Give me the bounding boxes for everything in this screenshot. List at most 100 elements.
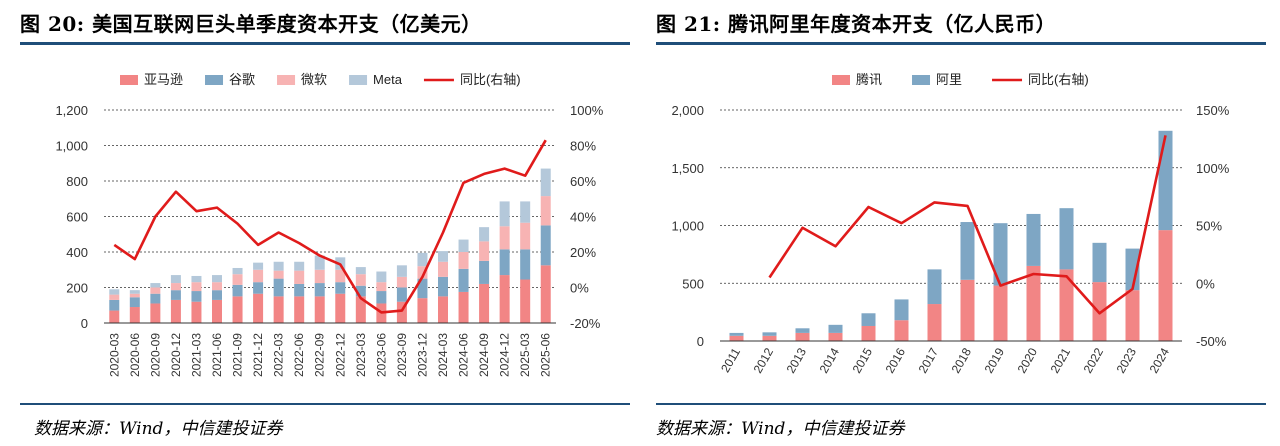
bar-microsoft: [438, 261, 448, 277]
y2-tick-label: 40%: [570, 210, 596, 225]
y2-tick-label: 50%: [1196, 219, 1222, 234]
bar-microsoft: [417, 266, 428, 279]
bar-google: [335, 282, 346, 294]
bar-google: [253, 282, 264, 294]
bar-microsoft: [540, 196, 551, 226]
bar-microsoft: [479, 241, 490, 261]
bar-microsoft: [150, 287, 161, 294]
bar-microsoft: [170, 283, 181, 291]
bar-alibaba: [861, 313, 876, 326]
figure-20-title: 图 20: 美国互联网巨头单季度资本开支（亿美元）: [20, 12, 482, 36]
bar-google: [376, 291, 387, 304]
bar-google: [150, 293, 161, 304]
bar-microsoft: [294, 270, 305, 284]
y2-tick-label: 20%: [570, 245, 596, 260]
bar-microsoft: [273, 270, 284, 279]
title-rule: [20, 42, 630, 45]
bar-amazon: [499, 275, 510, 323]
y2-tick-label: -20%: [570, 316, 601, 331]
bar-google: [438, 276, 448, 297]
bar-tencent: [729, 335, 744, 341]
bar-tencent: [861, 325, 876, 341]
x-tick-label: 2021: [1048, 345, 1074, 375]
bar-amazon: [253, 293, 264, 323]
bar-meta: [438, 251, 448, 262]
x-tick-label: 2021-03: [189, 333, 203, 377]
x-tick-label: 2013: [784, 345, 810, 375]
legend-label: 谷歌: [229, 72, 255, 87]
x-tick-label: 2021-06: [210, 333, 224, 377]
bar-alibaba: [795, 328, 810, 333]
bar-amazon: [294, 296, 305, 323]
x-tick-label: 2021-12: [251, 333, 265, 377]
bar-google: [396, 287, 407, 302]
bar-microsoft: [520, 222, 531, 250]
bar-alibaba: [1158, 130, 1173, 231]
x-tick-label: 2018: [949, 345, 975, 375]
legend-label: 腾讯: [856, 72, 882, 87]
bar-amazon: [335, 293, 346, 323]
y2-tick-label: 80%: [570, 139, 596, 154]
legend-swatch-alibaba: [912, 75, 931, 85]
x-tick-label: 2023-03: [354, 333, 368, 377]
bar-microsoft: [109, 294, 120, 300]
y2-tick-label: 60%: [570, 174, 596, 189]
x-tick-label: 2024: [1147, 345, 1173, 375]
y-tick-label: 0: [697, 334, 704, 349]
bar-alibaba: [894, 299, 909, 321]
legend-swatch-meta: [349, 75, 368, 85]
bar-google: [499, 249, 510, 276]
bar-amazon: [479, 283, 490, 323]
y-tick-label: 500: [682, 276, 704, 291]
figure-21-panel: 图 21: 腾讯阿里年度资本开支（亿人民币） 0 500 1,000 1,500 2,0…: [640, 0, 1280, 446]
x-tick-label: 2020-06: [128, 333, 142, 377]
bar-meta: [314, 255, 325, 270]
bar-google: [212, 290, 222, 300]
bar-meta: [170, 275, 181, 284]
bar-microsoft: [335, 269, 346, 283]
bar-tencent: [795, 332, 810, 341]
bar-alibaba: [729, 332, 744, 336]
figure-20-source: 数据来源：Wind，中信建投证券: [34, 419, 283, 439]
x-tick-label: 2022-06: [292, 333, 306, 377]
bar-meta: [376, 271, 387, 283]
legend-label: 亚马逊: [144, 72, 183, 87]
bar-microsoft: [499, 226, 510, 250]
title-rule: [656, 42, 1266, 45]
y-tick-label: 0: [81, 316, 88, 331]
x-tick-label: 2014: [817, 345, 843, 375]
bar-amazon: [212, 299, 222, 323]
bar-google: [479, 260, 490, 284]
bar-meta: [294, 261, 305, 271]
figure-21-chart: 0 500 1,000 1,500 2,000 -50% 0% 50% 100% 150% 2011…: [671, 72, 1229, 376]
bar-google: [417, 278, 428, 299]
bar-amazon: [417, 298, 428, 323]
bar-microsoft: [396, 276, 407, 288]
x-tick-label: 2020: [1015, 345, 1041, 375]
bar-tencent: [993, 285, 1008, 341]
x-tick-label: 2024-06: [457, 333, 471, 377]
bar-alibaba: [1092, 242, 1107, 283]
legend-swatch-tencent: [832, 75, 850, 85]
y-tick-label: 2,000: [671, 103, 704, 118]
bar-google: [273, 278, 284, 297]
bar-google: [520, 249, 531, 280]
bar-amazon: [232, 296, 243, 323]
bar-amazon: [129, 307, 140, 323]
bar-amazon: [273, 296, 284, 323]
bar-meta: [396, 265, 407, 277]
x-tick-label: 2025-03: [518, 333, 532, 377]
yoy-line: [113, 139, 547, 314]
legend-swatch-google: [205, 75, 224, 85]
x-tick-label: 2021-09: [231, 333, 245, 377]
bar-meta: [458, 239, 469, 252]
bar-microsoft: [376, 282, 387, 292]
bar-microsoft: [314, 269, 325, 284]
bar-microsoft: [232, 274, 243, 285]
bar-tencent: [960, 279, 975, 341]
figure-21-source: 数据来源：Wind，中信建投证券: [656, 419, 905, 439]
yoy-line: [768, 135, 1167, 315]
bar-alibaba: [960, 222, 975, 280]
bar-amazon: [520, 279, 531, 323]
y2-tick-label: 0%: [1196, 276, 1215, 291]
